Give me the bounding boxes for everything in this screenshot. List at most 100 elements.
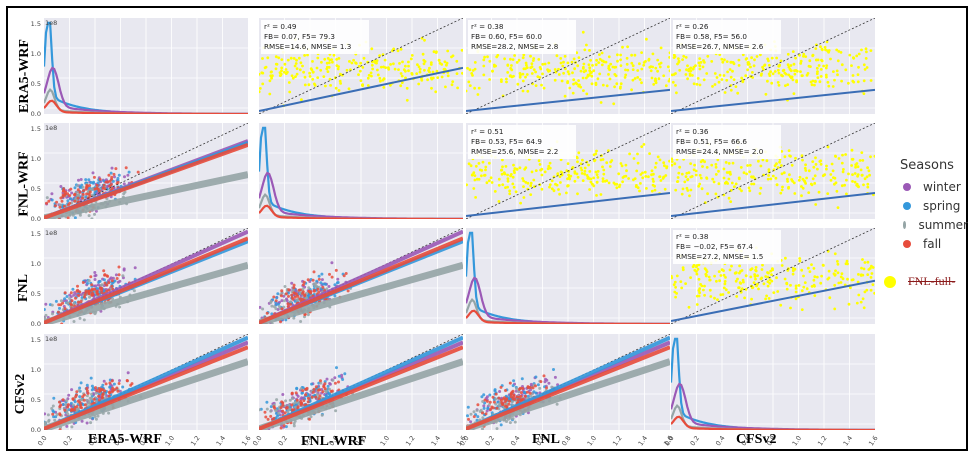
scatter-point-full: [624, 163, 628, 167]
scatter-point-fall: [76, 196, 80, 200]
scatter-point-full: [705, 166, 709, 169]
scatter-point-fall: [101, 186, 105, 190]
scatter-point-full: [534, 70, 537, 74]
subplot-content: [44, 18, 248, 114]
scatter-point-full: [400, 81, 404, 84]
scatter-point-full: [539, 67, 543, 71]
scatter-point-full: [706, 54, 710, 58]
scatter-point-fall: [528, 391, 532, 395]
scatter-point-full: [579, 162, 583, 166]
scatter-point-full: [450, 55, 453, 59]
scatter-point-full: [638, 62, 641, 66]
scatter-point-fall: [125, 379, 129, 382]
scatter-point-full: [871, 266, 875, 269]
scatter-point-winter: [79, 293, 83, 297]
scatter-point-full: [836, 59, 840, 63]
scatter-point-full: [641, 176, 645, 180]
scatter-point-full: [588, 49, 591, 52]
x-tick-label: 0.0: [36, 434, 48, 447]
scatter-point-winter: [126, 371, 130, 375]
scatter-point-full: [609, 160, 613, 164]
scatter-point-full: [482, 58, 486, 62]
scatter-point-full: [619, 162, 623, 165]
scatter-point-fall: [337, 380, 340, 384]
scatter-point-full: [700, 187, 704, 191]
scatter-point-full: [855, 182, 859, 186]
regression-band-summer: [44, 358, 248, 430]
scatter-point-fall: [66, 192, 70, 196]
subplot-content: [466, 334, 670, 430]
scatter-point-full: [839, 281, 843, 284]
scatter-point-full: [800, 289, 804, 293]
scatter-point-full: [752, 64, 756, 68]
scatter-point-full: [809, 182, 813, 186]
scatter-point-fall: [284, 406, 288, 410]
scatter-point-full: [563, 54, 567, 58]
scatter-point-fall: [328, 272, 331, 276]
scatter-point-winter: [104, 178, 108, 182]
scatter-point-summer: [307, 286, 311, 290]
scatter-point-full: [423, 60, 427, 63]
scatter-point-spring: [84, 178, 88, 182]
scatter-point-fall: [87, 292, 91, 296]
scatter-point-full: [596, 170, 600, 173]
scatter-point-fall: [323, 387, 327, 391]
scatter-point-full: [835, 189, 839, 193]
scatter-point-full: [698, 291, 701, 295]
scatter-point-full: [754, 266, 758, 269]
scatter-point-full: [352, 58, 355, 62]
scatter-point-spring: [109, 171, 113, 175]
y-tick-label: 0.0: [31, 426, 41, 434]
scatter-point-full: [811, 53, 815, 57]
scatter-point-full: [505, 80, 508, 84]
scatter-point-spring: [89, 181, 93, 184]
scatter-point-full: [740, 189, 743, 193]
scatter-point-full: [521, 177, 525, 180]
scatter-point-fall: [68, 194, 72, 197]
scatter-point-full: [443, 60, 447, 64]
scatter-point-winter: [122, 268, 126, 272]
scatter-point-fall: [95, 389, 99, 392]
scatter-point-spring: [79, 185, 83, 189]
scatter-point-full: [695, 303, 699, 306]
scatter-point-winter: [282, 294, 286, 298]
scatter-point-full: [338, 79, 342, 83]
scatter-point-spring: [73, 400, 77, 404]
legend-item-fall: fall: [888, 234, 968, 253]
scatter-point-full: [595, 149, 598, 153]
scatter-point-full: [602, 168, 606, 172]
scatter-point-full: [707, 275, 711, 279]
scatter-point-spring: [97, 280, 101, 284]
scatter-point-full: [466, 183, 468, 187]
scatter-point-full: [275, 62, 279, 66]
scatter-point-full: [837, 157, 841, 160]
scatter-point-full: [599, 101, 603, 104]
scatter-point-summer: [481, 427, 484, 430]
scatter-point-fall: [476, 403, 480, 407]
scatter-point-full: [870, 272, 874, 275]
scatter-point-full: [836, 271, 840, 275]
stats-line-1: FB= 0.07, F5= 79.3: [264, 32, 335, 41]
scatter-point-full: [327, 61, 331, 65]
scatter-point-full: [841, 170, 845, 174]
scatter-point-full: [788, 67, 792, 71]
scatter-point-fall: [484, 412, 488, 416]
scatter-point-full: [788, 154, 791, 158]
scatter-point-summer: [306, 313, 310, 317]
scatter-point-full: [813, 275, 817, 279]
scatter-point-winter: [59, 185, 63, 188]
scatter-point-full: [722, 273, 726, 277]
scatter-point-full: [404, 64, 407, 68]
scatter-point-full: [833, 252, 837, 256]
scatter-point-fall: [281, 403, 285, 407]
scatter-point-full: [697, 277, 701, 281]
scatter-point-summer: [481, 400, 485, 403]
scatter-point-full: [383, 58, 387, 62]
scatter-point-full: [284, 68, 288, 71]
scatter-point-full: [575, 156, 579, 160]
scatter-point-full: [856, 80, 860, 84]
scatter-point-fall: [304, 387, 308, 391]
scatter-point-full: [699, 160, 703, 164]
